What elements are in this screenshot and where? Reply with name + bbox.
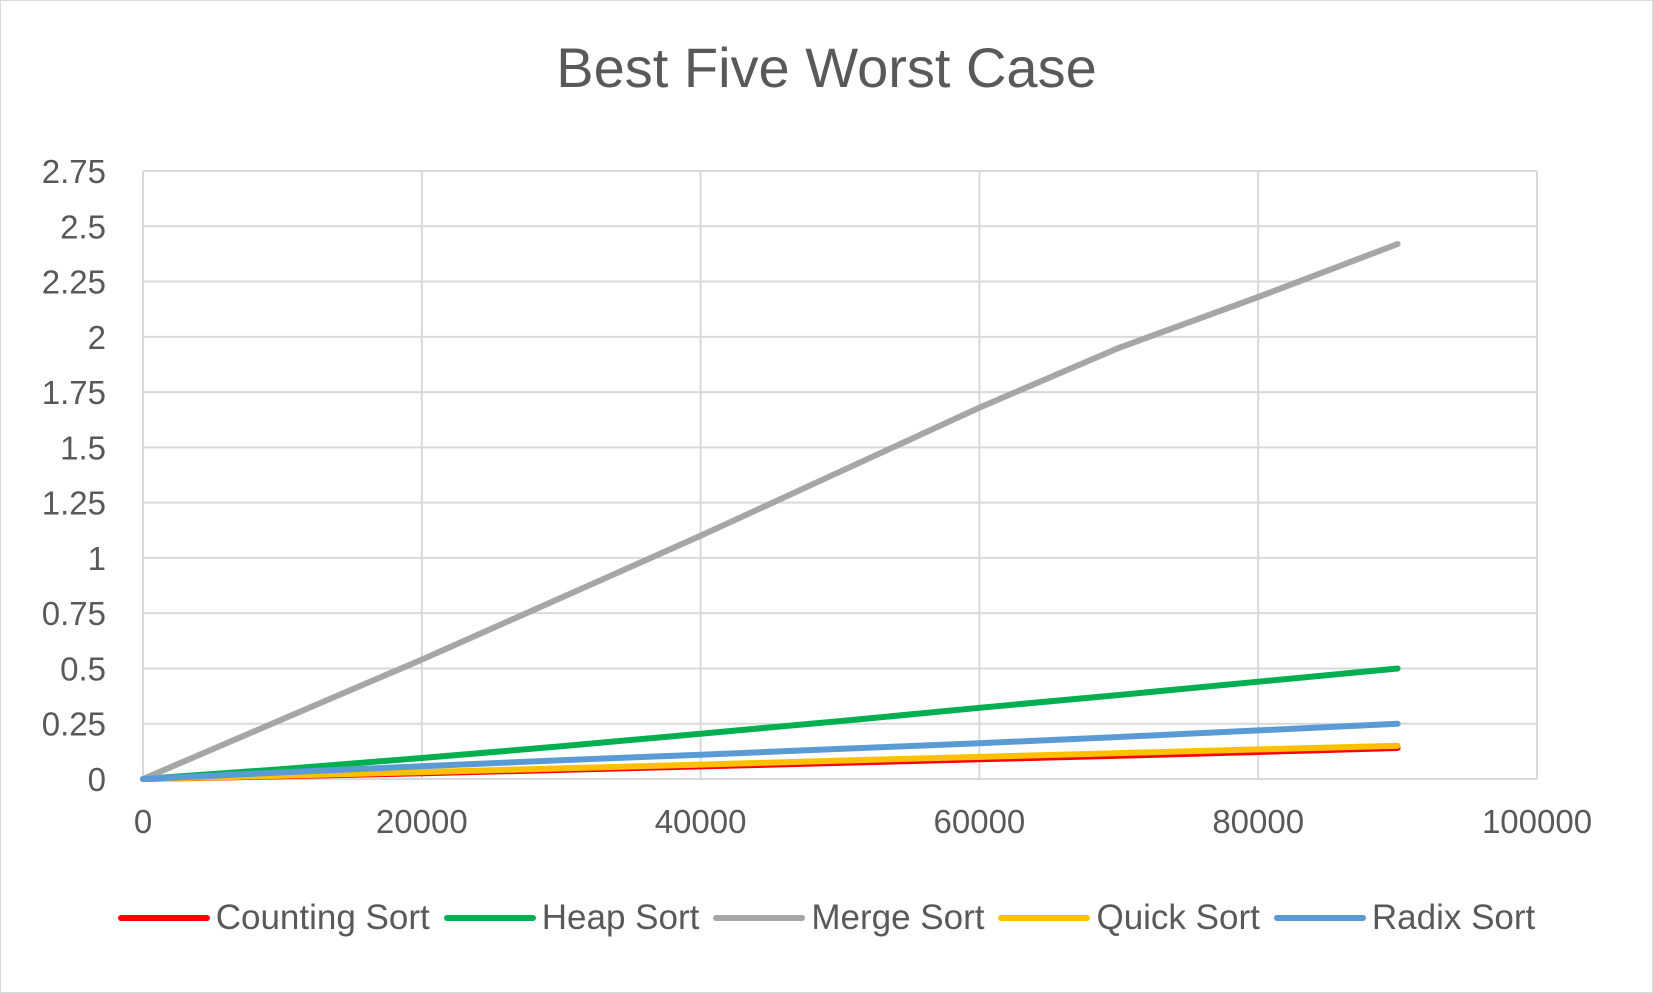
series-line-merge-sort bbox=[140, 241, 1401, 782]
series-line-quick-sort bbox=[140, 742, 1401, 782]
y-tick-label: 2 bbox=[88, 319, 106, 356]
legend-item: Merge Sort bbox=[713, 898, 984, 938]
legend-swatch bbox=[117, 915, 210, 921]
y-tick-label: 1.75 bbox=[42, 374, 106, 411]
series-line-heap-sort bbox=[140, 665, 1401, 782]
x-axis-tick-labels: 0 20000 40000 60000 80000 100000 bbox=[134, 803, 1592, 840]
legend-swatch bbox=[713, 915, 806, 921]
legend-item: Quick Sort bbox=[998, 898, 1260, 938]
y-axis-tick-labels: 0 0.25 0.5 0.75 1 1.25 1.5 1.75 2 2.25 2.5 2.75 bbox=[42, 153, 106, 798]
legend-swatch bbox=[1273, 915, 1366, 921]
x-tick-label: 40000 bbox=[655, 803, 747, 840]
legend-item: Counting Sort bbox=[117, 898, 430, 938]
x-tick-label: 0 bbox=[134, 803, 152, 840]
x-tick-label: 80000 bbox=[1212, 803, 1304, 840]
y-tick-label: 0 bbox=[88, 761, 106, 798]
legend-label: Counting Sort bbox=[215, 898, 430, 937]
gridlines bbox=[142, 170, 1538, 780]
y-tick-label: 2.25 bbox=[42, 264, 106, 301]
y-tick-label: 1.25 bbox=[42, 485, 106, 522]
y-tick-label: 0.75 bbox=[42, 595, 106, 632]
chart-legend: Counting Sort Heap Sort Merge Sort Quick So… bbox=[0, 898, 1653, 938]
y-tick-label: 1 bbox=[88, 540, 106, 577]
y-tick-label: 2.5 bbox=[60, 208, 106, 245]
series-line-radix-sort bbox=[140, 720, 1401, 782]
y-tick-label: 2.75 bbox=[42, 153, 106, 190]
x-tick-label: 60000 bbox=[934, 803, 1026, 840]
x-tick-label: 20000 bbox=[376, 803, 468, 840]
legend-label: Radix Sort bbox=[1371, 898, 1536, 937]
x-tick-label: 100000 bbox=[1482, 803, 1592, 840]
legend-label: Heap Sort bbox=[541, 898, 700, 937]
y-tick-label: 1.5 bbox=[60, 429, 106, 466]
y-tick-label: 0.25 bbox=[42, 706, 106, 743]
legend-swatch bbox=[443, 915, 536, 921]
chart-title: Best Five Worst Case bbox=[556, 36, 1097, 99]
legend-item: Radix Sort bbox=[1273, 898, 1536, 938]
legend-swatch bbox=[998, 915, 1091, 921]
legend-item: Heap Sort bbox=[443, 898, 700, 938]
series-lines bbox=[140, 241, 1401, 782]
legend-label: Quick Sort bbox=[1096, 898, 1260, 937]
legend-label: Merge Sort bbox=[811, 898, 985, 937]
y-tick-label: 0.5 bbox=[60, 650, 106, 687]
